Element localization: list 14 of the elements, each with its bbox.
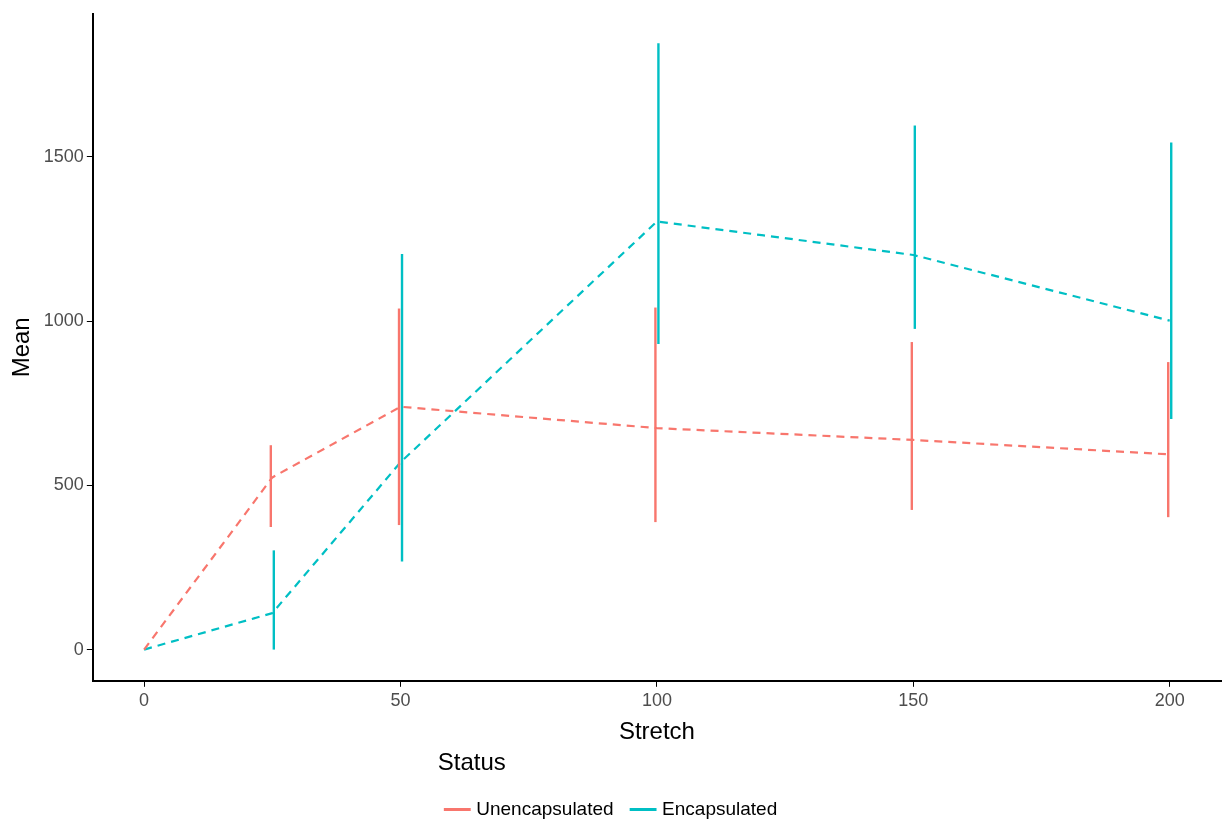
y-tick-label: 500: [53, 474, 84, 495]
legend-label: Unencapsulated: [476, 797, 614, 819]
legend-label: Encapsulated: [662, 797, 778, 819]
x-tick-label: 150: [898, 689, 929, 710]
x-axis-title: Stretch: [618, 717, 695, 745]
y-tick-label: 1500: [43, 145, 84, 166]
x-tick-label: 100: [641, 689, 672, 710]
legend-title: Status: [437, 747, 506, 775]
x-tick-label: 200: [1154, 689, 1185, 710]
y-tick-label: 1000: [43, 309, 84, 330]
x-tick-label: 0: [139, 689, 150, 710]
y-axis-title: Mean: [7, 317, 35, 378]
x-tick-label: 50: [390, 689, 411, 710]
y-tick-label: 0: [73, 638, 84, 659]
